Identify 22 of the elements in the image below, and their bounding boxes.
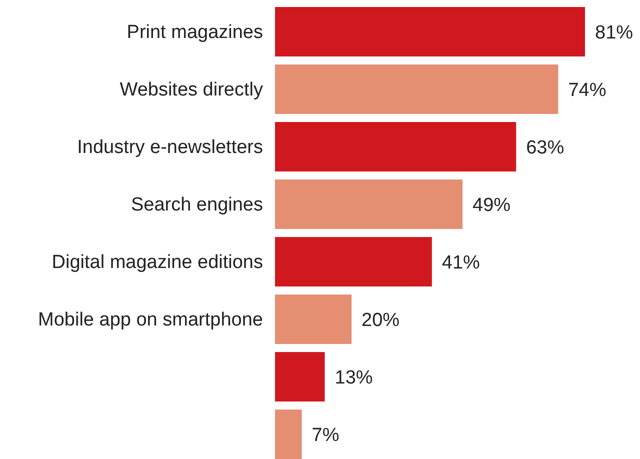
- bar: [275, 180, 463, 229]
- data-label: 74%: [568, 80, 606, 101]
- bar: [275, 294, 352, 344]
- y-tick-label: Print magazines: [126, 22, 263, 43]
- bar: [275, 237, 432, 286]
- bar: [275, 7, 585, 56]
- data-label: 63%: [526, 137, 564, 158]
- bar: [275, 352, 325, 402]
- y-tick-label: Mobile app on smartphone: [38, 309, 263, 330]
- y-tick-label: Websites directly: [120, 79, 264, 100]
- y-tick-label: Search engines: [130, 194, 263, 216]
- y-tick-label: Digital magazine editions: [52, 252, 263, 273]
- y-tick-label: Industry e-newsletters: [77, 136, 263, 158]
- data-label: 81%: [595, 22, 634, 44]
- data-label: 7%: [312, 424, 340, 446]
- bar: [275, 64, 558, 114]
- data-label: 41%: [442, 252, 480, 274]
- data-label: 13%: [334, 367, 373, 388]
- data-label: 49%: [472, 194, 511, 216]
- bar: [275, 410, 302, 459]
- bar: [275, 122, 516, 172]
- data-label: 20%: [362, 310, 400, 331]
